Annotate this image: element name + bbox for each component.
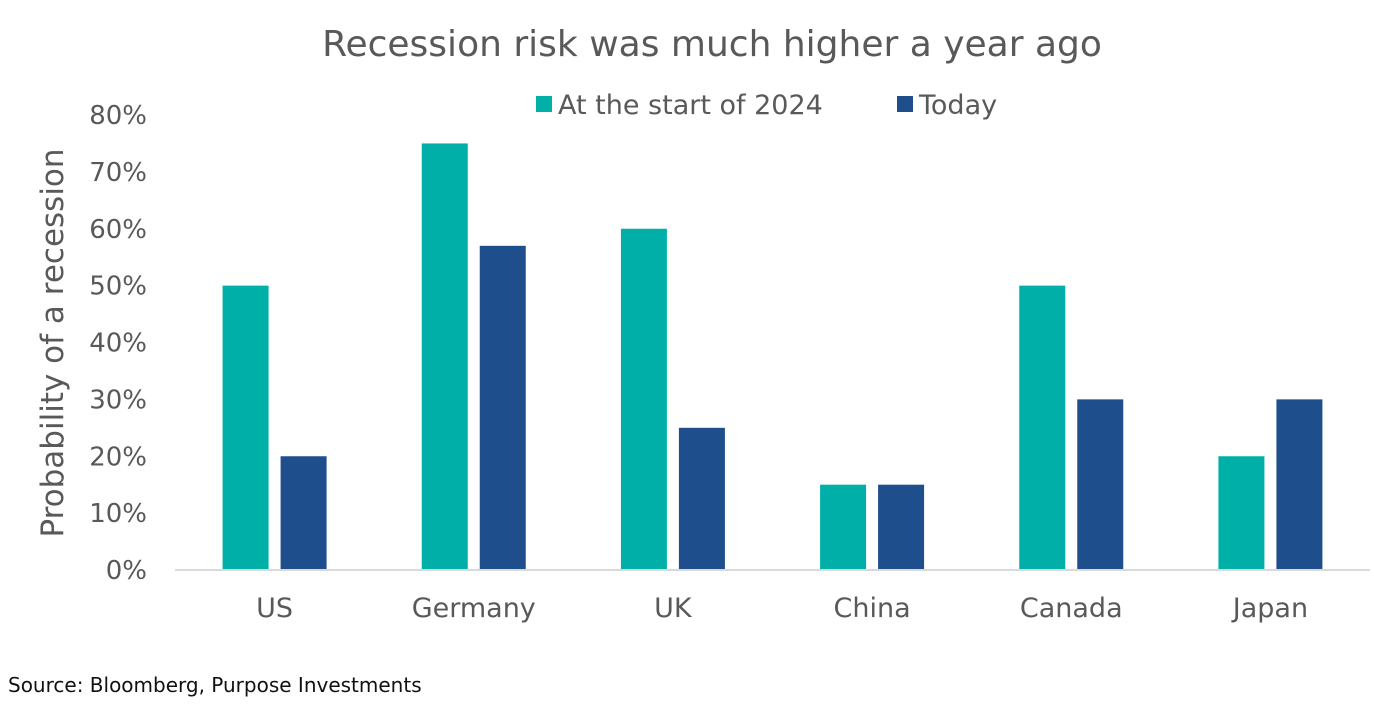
legend-swatch [897,96,913,112]
bar-germany-series-2 [479,245,526,570]
chart-title: Recession risk was much higher a year ag… [322,24,1102,65]
y-tick-label: 0% [106,556,147,586]
y-tick-label: 80% [89,101,147,131]
bar-uk-series-1 [620,228,667,570]
y-tick-label: 20% [89,442,147,472]
bar-china-series-1 [820,484,867,570]
x-category-label: UK [654,593,693,624]
y-tick-label: 60% [89,215,147,245]
y-tick-label: 70% [89,158,147,188]
legend: At the start of 2024 Today [536,90,997,121]
bar-uk-series-2 [678,427,725,570]
bar-germany-series-1 [421,143,468,570]
bar-canada-series-2 [1077,399,1124,570]
x-category-label: US [256,593,293,624]
bar-japan-series-2 [1276,399,1323,570]
bar-us-series-2 [280,456,327,570]
category-labels: US Germany UK China Canada Japan [256,593,1308,624]
x-category-label: Japan [1231,593,1308,624]
legend-label: At the start of 2024 [558,90,823,121]
bar-canada-series-1 [1019,285,1066,570]
source-note: Source: Bloomberg, Purpose Investments [8,673,422,697]
y-axis-title: Probability of a recession [35,148,71,537]
y-tick-label: 10% [89,499,147,529]
y-axis-ticks: 0% 10% 20% 30% 40% 50% 60% 70% 80% [89,101,147,586]
bars [222,143,1323,570]
y-tick-label: 50% [89,272,147,302]
y-tick-label: 30% [89,385,147,415]
bar-us-series-1 [222,285,269,570]
legend-label: Today [918,90,997,121]
x-category-label: Canada [1020,593,1123,624]
x-category-label: Germany [412,593,536,624]
bar-japan-series-1 [1218,456,1265,570]
bar-china-series-2 [878,484,925,570]
y-tick-label: 40% [89,329,147,359]
x-category-label: China [834,593,911,624]
legend-swatch [536,96,552,112]
